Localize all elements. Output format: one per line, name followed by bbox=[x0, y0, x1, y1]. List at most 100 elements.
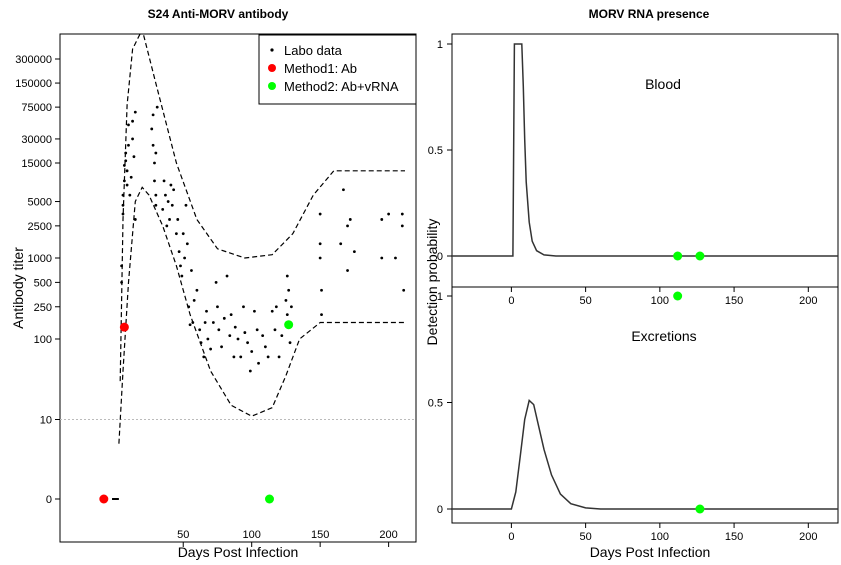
labo-data-point bbox=[402, 288, 406, 292]
labo-data-point bbox=[352, 250, 356, 254]
labo-data-point bbox=[342, 188, 345, 192]
labo-data-point bbox=[266, 355, 270, 359]
blood-x-tick-label: 200 bbox=[799, 295, 817, 307]
labo-data-point bbox=[127, 143, 130, 147]
excretions-y-tick-label: 1 bbox=[437, 291, 443, 303]
labo-data-point bbox=[239, 355, 243, 359]
labo-data-point bbox=[285, 274, 289, 278]
labo-data-point bbox=[220, 345, 223, 349]
legend-box bbox=[258, 34, 417, 105]
labo-data-point bbox=[180, 274, 184, 278]
labo-data-point bbox=[318, 242, 322, 246]
left-y-tick-label: 15000 bbox=[21, 158, 52, 170]
labo-data-point bbox=[288, 341, 292, 345]
labo-data-point bbox=[125, 169, 129, 173]
labo-data-point bbox=[232, 355, 236, 359]
blood-plot-area bbox=[452, 43, 838, 261]
labo-data-point bbox=[131, 119, 134, 123]
left-y-tick-label: 5000 bbox=[28, 197, 52, 209]
labo-data-point bbox=[153, 161, 156, 165]
labo-data-point bbox=[203, 321, 207, 324]
labo-data-point bbox=[205, 309, 208, 313]
labo-data-point bbox=[161, 207, 165, 211]
excretions-x-tick-label: 100 bbox=[651, 531, 669, 543]
labo-data-point bbox=[169, 183, 173, 187]
labo-data-point bbox=[202, 355, 206, 359]
labo-data-point bbox=[190, 269, 193, 272]
labo-data-point bbox=[168, 218, 171, 221]
labo-data-point bbox=[172, 188, 176, 192]
labo-data-point bbox=[320, 313, 323, 317]
labo-data-point bbox=[170, 203, 174, 207]
labo-data-point bbox=[318, 256, 322, 260]
blood-x-tick-label: 50 bbox=[579, 295, 591, 307]
legend-marker bbox=[268, 64, 276, 72]
labo-data-point bbox=[217, 328, 221, 332]
legend-marker bbox=[270, 48, 274, 52]
labo-data-point bbox=[209, 347, 213, 351]
legend-label: Method1: Ab bbox=[284, 61, 357, 76]
labo-data-point bbox=[181, 232, 185, 236]
left-y-tick-label: 500 bbox=[34, 277, 52, 289]
labo-data-point bbox=[198, 328, 202, 332]
labo-data-point bbox=[274, 305, 278, 309]
labo-data-point bbox=[216, 305, 219, 309]
labo-data-point bbox=[120, 264, 124, 268]
left-x-tick-label: 200 bbox=[379, 529, 397, 541]
labo-data-point bbox=[242, 305, 245, 309]
labo-data-point bbox=[233, 325, 237, 329]
labo-data-point bbox=[285, 313, 289, 317]
labo-data-point bbox=[400, 212, 404, 216]
excretions-y-tick-label: 0.5 bbox=[428, 398, 443, 410]
blood-plot-frame bbox=[451, 33, 839, 288]
labo-data-point bbox=[284, 298, 288, 302]
labo-data-point bbox=[257, 361, 260, 365]
labo-data-point bbox=[122, 164, 126, 167]
labo-data-point bbox=[122, 179, 126, 183]
blood-method2-point bbox=[673, 251, 683, 261]
blood-y-tick-label: 0.5 bbox=[428, 145, 443, 157]
right-x-axis-label: Days Post Infection bbox=[590, 544, 711, 560]
labo-data-point bbox=[236, 337, 240, 341]
excretions-x-tick-label: 0 bbox=[508, 531, 514, 543]
labo-data-point bbox=[290, 305, 293, 309]
labo-data-point bbox=[131, 137, 134, 141]
excretions-probability-curve bbox=[452, 398, 838, 510]
labo-data-point bbox=[380, 256, 384, 260]
labo-data-point bbox=[320, 288, 323, 292]
legend: Labo data Method1: Ab Method2: Ab+vRNA bbox=[258, 34, 417, 105]
labo-data-point bbox=[185, 242, 189, 246]
left-y-tick-label: 10 bbox=[40, 415, 52, 427]
left-y-tick-label: 150000 bbox=[15, 78, 52, 90]
labo-data-point bbox=[248, 369, 252, 373]
excretions-x-tick-label: 200 bbox=[799, 531, 817, 543]
labo-data-point bbox=[229, 313, 233, 317]
labo-data-point bbox=[348, 218, 352, 221]
labo-data-point bbox=[273, 328, 277, 332]
labo-data-point bbox=[124, 151, 128, 155]
labo-data-point bbox=[263, 345, 267, 349]
labo-data-point bbox=[287, 288, 291, 292]
labo-data-point bbox=[133, 110, 137, 114]
labo-data-point bbox=[346, 224, 349, 228]
labo-data-point bbox=[121, 203, 125, 207]
labo-data-point bbox=[243, 331, 247, 334]
labo-data-point bbox=[162, 179, 166, 183]
labo-data-point bbox=[387, 212, 391, 216]
left-chart-title: S24 Anti-MORV antibody bbox=[148, 7, 289, 21]
lower-envelope-line bbox=[118, 186, 405, 444]
method1-point bbox=[99, 494, 109, 504]
left-y-tick-label: 2500 bbox=[28, 221, 52, 233]
labo-data-point bbox=[253, 309, 256, 313]
labo-data-point bbox=[211, 321, 215, 324]
labo-data-point bbox=[195, 288, 199, 292]
method1-point bbox=[119, 322, 129, 332]
labo-data-point bbox=[228, 334, 232, 338]
blood-x-tick-label: 150 bbox=[725, 295, 743, 307]
left-y-tick-label: 30000 bbox=[21, 134, 52, 146]
blood-x-tick-label: 100 bbox=[651, 295, 669, 307]
excretions-plot-frame bbox=[451, 286, 839, 524]
excretions-x-tick-label: 50 bbox=[579, 531, 591, 543]
left-x-tick-label: 100 bbox=[243, 529, 261, 541]
